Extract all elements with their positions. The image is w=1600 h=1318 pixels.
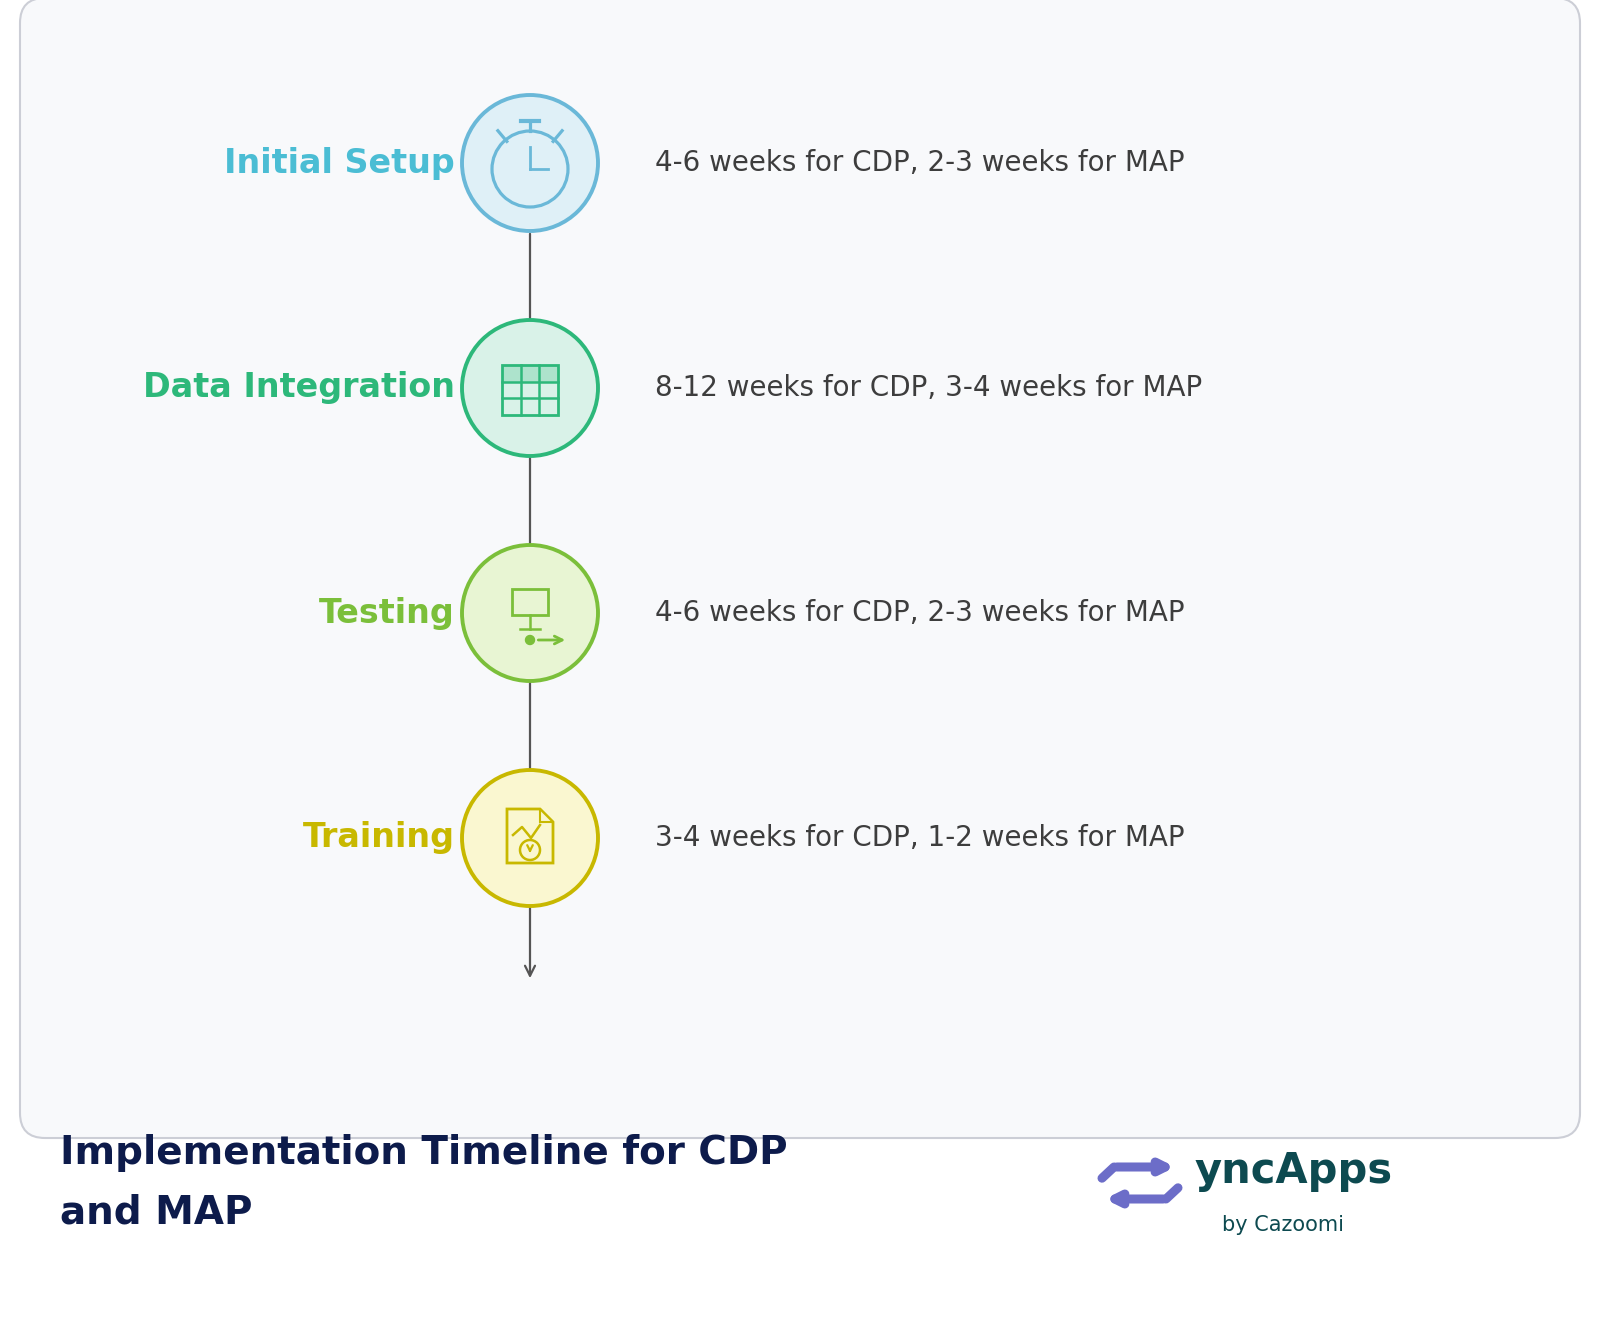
Text: Implementation Timeline for CDP: Implementation Timeline for CDP bbox=[61, 1133, 787, 1172]
Circle shape bbox=[462, 546, 598, 681]
Text: Testing: Testing bbox=[320, 597, 454, 630]
Text: 4-6 weeks for CDP, 2-3 weeks for MAP: 4-6 weeks for CDP, 2-3 weeks for MAP bbox=[654, 149, 1184, 177]
Text: Initial Setup: Initial Setup bbox=[224, 146, 454, 179]
Bar bbox=[502, 365, 558, 415]
FancyBboxPatch shape bbox=[19, 0, 1581, 1137]
Bar bbox=[512, 589, 547, 616]
Circle shape bbox=[462, 95, 598, 231]
Bar bbox=[502, 365, 558, 382]
Circle shape bbox=[462, 320, 598, 456]
Circle shape bbox=[462, 770, 598, 905]
Text: 3-4 weeks for CDP, 1-2 weeks for MAP: 3-4 weeks for CDP, 1-2 weeks for MAP bbox=[654, 824, 1184, 851]
Text: yncApps: yncApps bbox=[1195, 1151, 1394, 1191]
Text: Data Integration: Data Integration bbox=[142, 372, 454, 405]
Text: 4-6 weeks for CDP, 2-3 weeks for MAP: 4-6 weeks for CDP, 2-3 weeks for MAP bbox=[654, 598, 1184, 627]
Text: 8-12 weeks for CDP, 3-4 weeks for MAP: 8-12 weeks for CDP, 3-4 weeks for MAP bbox=[654, 374, 1202, 402]
Text: by Cazoomi: by Cazoomi bbox=[1222, 1215, 1344, 1235]
Circle shape bbox=[525, 635, 534, 645]
Polygon shape bbox=[541, 809, 554, 822]
Text: Training: Training bbox=[302, 821, 454, 854]
Text: and MAP: and MAP bbox=[61, 1194, 253, 1232]
